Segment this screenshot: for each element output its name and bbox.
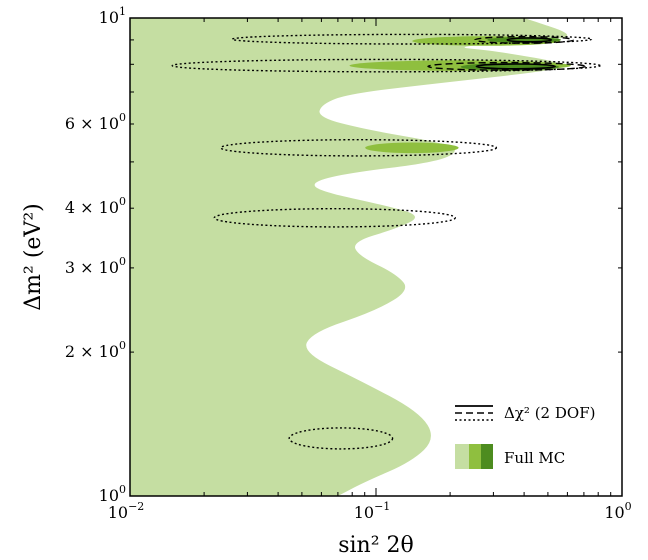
- y-tick-label: 6 × 100: [65, 111, 126, 133]
- delta-chi2-dashed-contour: [474, 35, 574, 44]
- legend-patch-level-99: [481, 444, 493, 469]
- region-90-layer: [130, 18, 568, 496]
- legend: Δχ² (2 DOF) Full MC: [455, 404, 595, 469]
- x-tick-label: 10−1: [354, 500, 391, 522]
- plot-frame: [129, 17, 623, 497]
- y-tick-label: 4 × 100: [65, 195, 126, 217]
- delta-chi2-dotted-contour: [213, 207, 456, 228]
- x-axis-title: sin² 2θ: [338, 533, 414, 558]
- delta-chi2-dotted-contour: [288, 427, 394, 450]
- y-axis-title: Δm² (eV²): [21, 203, 46, 310]
- legend-label-delta-chi2: Δχ² (2 DOF): [504, 404, 595, 422]
- plot-area: [130, 18, 622, 496]
- legend-patch-level-95: [469, 444, 481, 469]
- legend-entry-delta-chi2: Δχ² (2 DOF): [455, 404, 595, 422]
- delta-chi2-solid-layer: [475, 37, 556, 70]
- region-90-area: [130, 18, 568, 496]
- y-tick-label: 2 × 100: [65, 339, 126, 361]
- delta-chi2-dotted-layer: [171, 33, 601, 450]
- delta-chi2-dotted-contour: [220, 138, 498, 157]
- y-tick-label: 100: [99, 483, 126, 505]
- delta-chi2-solid-contour: [475, 63, 556, 70]
- delta-chi2-dashed-layer: [427, 35, 587, 71]
- y-tick-label: 3 × 100: [65, 255, 126, 277]
- region-95-island: [365, 142, 459, 154]
- delta-chi2-dashed-contour: [427, 61, 587, 71]
- y-tick-label: 101: [99, 5, 126, 27]
- legend-label-full-mc: Full MC: [504, 449, 565, 467]
- delta-chi2-dotted-contour: [171, 58, 601, 73]
- x-tick-label: 100: [604, 500, 631, 522]
- legend-patch-level-90: [455, 444, 469, 469]
- delta-chi2-solid-contour: [506, 37, 553, 43]
- delta-chi2-dotted-contour: [231, 33, 593, 45]
- legend-entry-full-mc: Full MC: [455, 444, 565, 469]
